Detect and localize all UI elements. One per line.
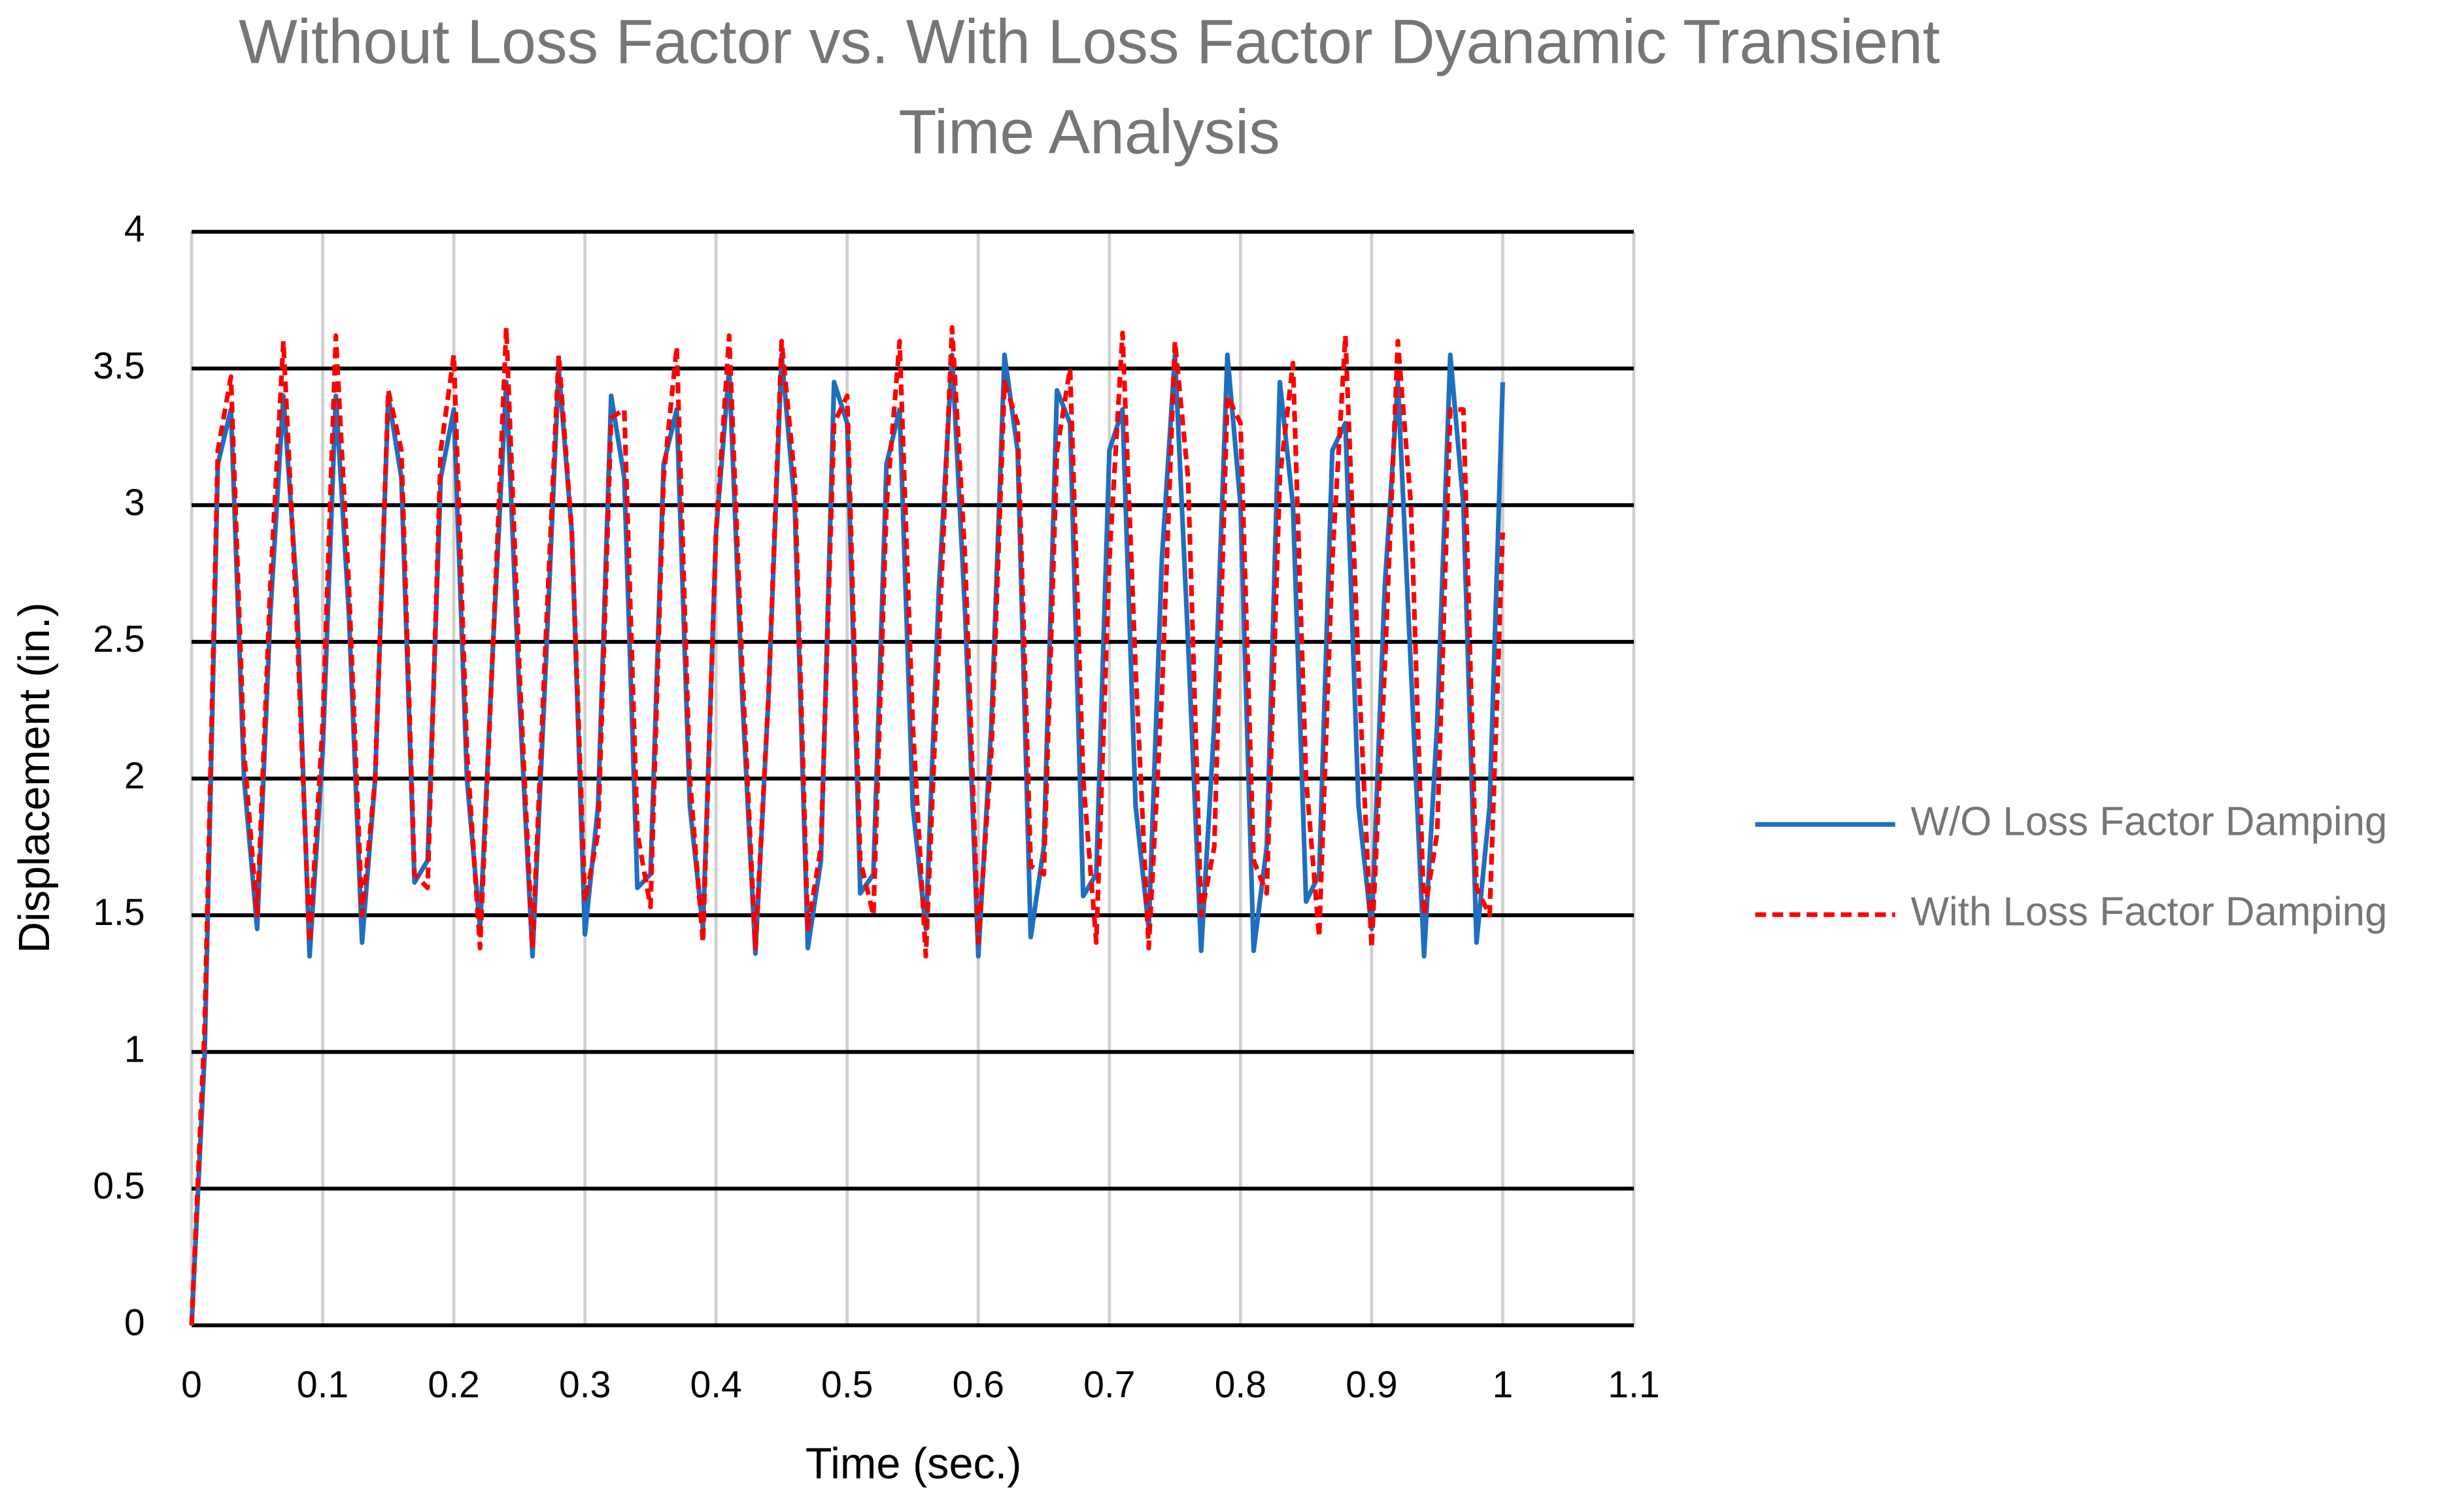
x-tick-label: 0 [181, 1364, 202, 1406]
y-tick-label: 4 [124, 209, 145, 250]
x-tick-label: 0.1 [297, 1364, 348, 1406]
y-tick-label: 1.5 [93, 892, 144, 933]
y-axis-label: Displacement (in.) [10, 602, 59, 953]
x-axis-label: Time (sec.) [805, 1440, 1022, 1488]
x-tick-label: 0.3 [559, 1364, 611, 1406]
x-tick-label: 1 [1493, 1364, 1514, 1406]
series-line [189, 325, 1506, 1326]
y-tick-label: 0 [124, 1302, 145, 1344]
x-tick-label: 0.2 [428, 1364, 479, 1406]
y-tick-label: 2.5 [93, 618, 144, 660]
y-tick-label: 2 [124, 755, 145, 797]
chart-title: Without Loss Factor vs. With Loss Factor… [239, 8, 1940, 77]
x-tick-label: 0.4 [690, 1364, 742, 1406]
legend-label: With Loss Factor Damping [1911, 890, 2388, 935]
x-tick-label: 0.9 [1346, 1364, 1397, 1406]
x-tick-label: 0.7 [1083, 1364, 1135, 1406]
x-tick-label: 1.1 [1608, 1364, 1659, 1406]
x-tick-label: 0.6 [953, 1364, 1004, 1406]
legend-label: W/O Loss Factor Damping [1911, 799, 2388, 845]
y-tick-label: 3 [124, 482, 145, 524]
x-tick-label: 0.5 [821, 1364, 873, 1406]
chart-title: Time Analysis [898, 98, 1280, 167]
x-tick-label: 0.8 [1215, 1364, 1266, 1406]
y-tick-label: 3.5 [93, 345, 144, 387]
y-tick-label: 1 [124, 1028, 145, 1070]
y-tick-label: 0.5 [93, 1165, 144, 1207]
